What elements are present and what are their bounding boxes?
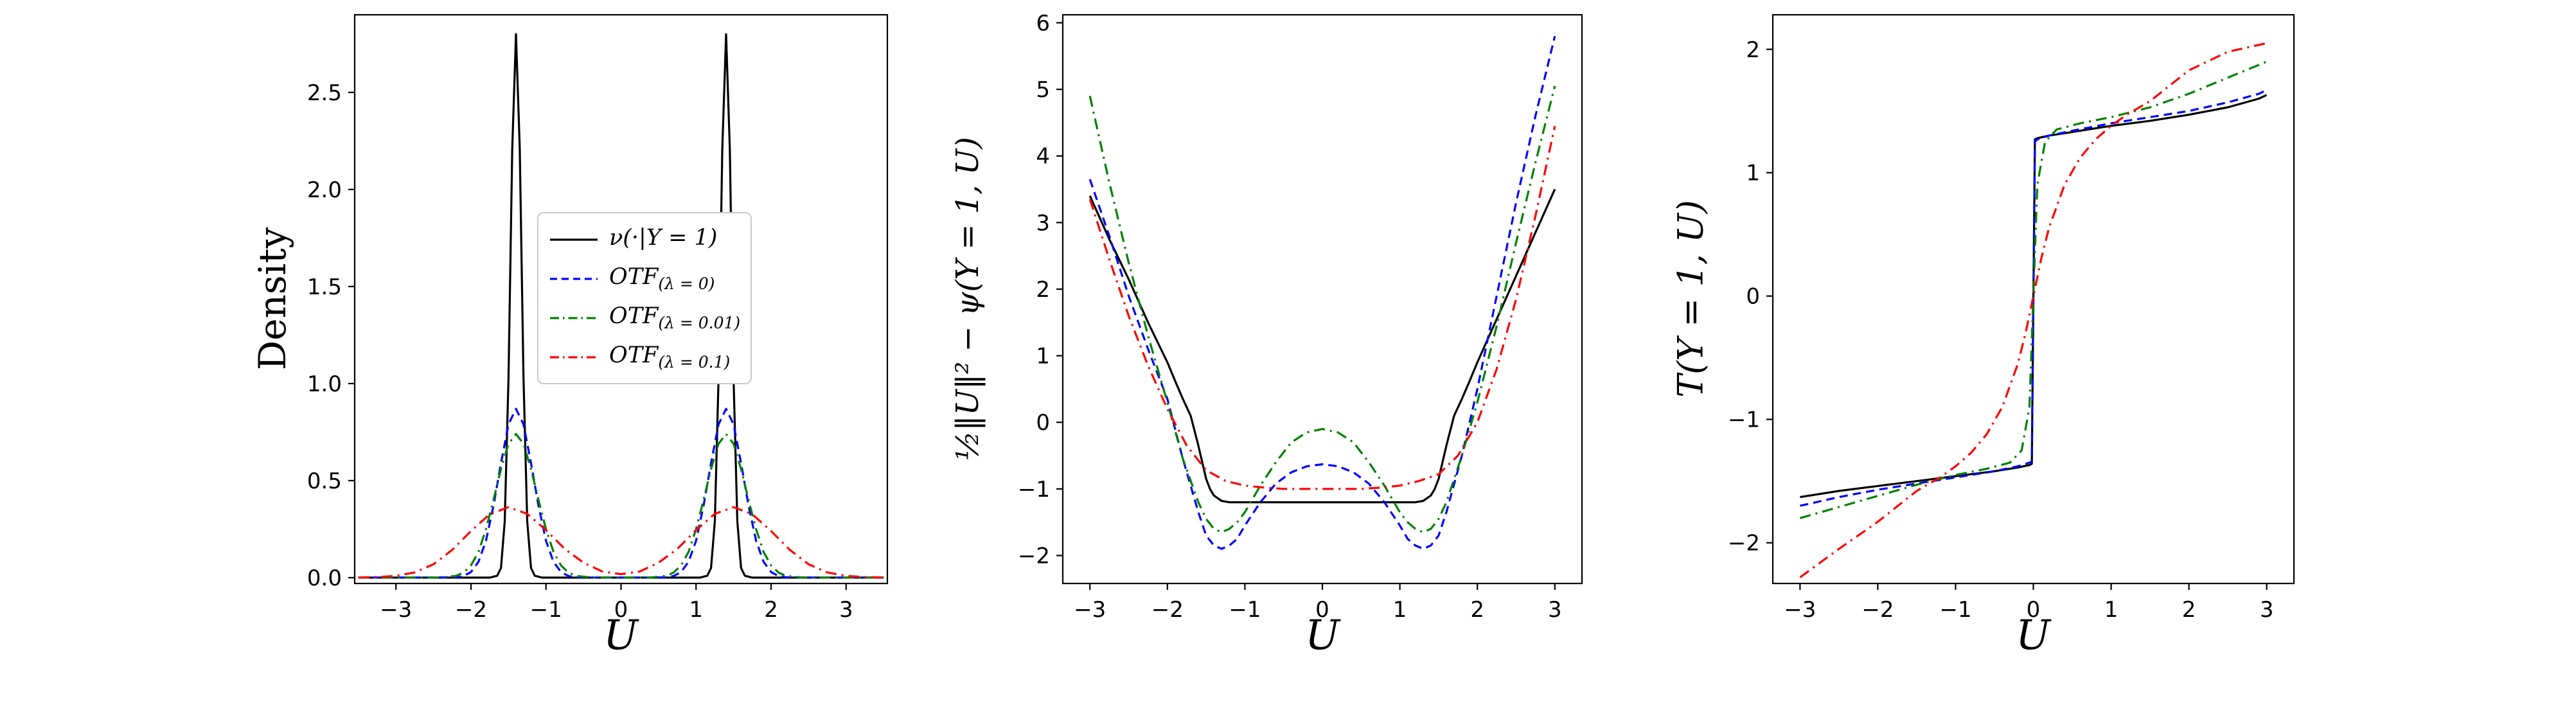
y-tick-label: 1 xyxy=(1746,161,1760,186)
x-tick-label: 1 xyxy=(2104,597,2119,623)
potential-series-group xyxy=(1088,35,1556,550)
density-otf_l001-line xyxy=(358,432,884,579)
ylabel-potential: ½‖U‖² − ψ(Y = 1, U) xyxy=(950,137,986,461)
x-tick-label: 3 xyxy=(1548,597,1562,623)
potential-otf_l001-line xyxy=(1088,85,1556,533)
x-tick-label: 3 xyxy=(2260,597,2274,623)
legend-label: OTF(λ = 0.01) xyxy=(609,303,741,332)
y-tick-label: 2.0 xyxy=(307,177,342,203)
x-tick-label: −2 xyxy=(1861,597,1894,623)
y-tick-label: 0 xyxy=(1036,410,1050,436)
x-tick-label: 1 xyxy=(1393,597,1407,623)
y-tick-label: −2 xyxy=(1018,543,1050,569)
x-tick-label: −3 xyxy=(380,597,412,623)
potential-nu-line xyxy=(1088,188,1556,504)
legend-line-solid-black xyxy=(550,238,598,241)
density-otf_l01-line xyxy=(358,506,884,579)
ylabel-transport: T(Y = 1, U) xyxy=(1670,200,1711,398)
xlabel-transport: U xyxy=(2016,612,2050,659)
ylabel-density: Density xyxy=(251,227,294,371)
legend-entry-otf-01: OTF(λ = 0.1) xyxy=(549,343,740,371)
x-tick-label: −1 xyxy=(1939,597,1971,623)
y-tick-label: 2 xyxy=(1746,37,1760,63)
legend-line-dashed-blue xyxy=(550,277,598,280)
x-tick-label: 0 xyxy=(2027,597,2041,623)
y-tick-label: −1 xyxy=(1018,477,1050,503)
legend-line-dashdot-green xyxy=(550,316,598,319)
x-tick-label: −2 xyxy=(455,597,487,623)
y-tick-label: 6 xyxy=(1036,10,1050,36)
y-tick-label: 3 xyxy=(1036,210,1050,236)
transport-otf_l001-line xyxy=(1799,60,2268,519)
density-otf_l0-line xyxy=(358,407,884,579)
x-tick-label: −1 xyxy=(1229,597,1261,623)
x-tick-label: −3 xyxy=(1784,597,1816,623)
x-tick-label: 2 xyxy=(764,597,778,623)
x-tick-label: −2 xyxy=(1151,597,1184,623)
y-tick-label: 2.5 xyxy=(307,80,342,106)
x-tick-label: 0 xyxy=(1315,597,1329,623)
y-tick-label: −2 xyxy=(1728,531,1760,556)
transport-series-group xyxy=(1799,42,2268,578)
legend-entry-otf-001: OTF(λ = 0.01) xyxy=(549,303,740,332)
y-tick-label: 5 xyxy=(1036,77,1050,103)
transport-nu-line xyxy=(1800,94,2268,499)
x-tick-label: −3 xyxy=(1074,597,1106,623)
transport-panel: −3 −2 −1 0 1 2 3 −2 −1 0 1 2 xyxy=(1728,13,2295,623)
y-tick-label: 2 xyxy=(1036,277,1050,303)
transport-otf_l01-line xyxy=(1799,42,2267,578)
legend-line-dashdot-red xyxy=(550,355,598,359)
legend-label: OTF(λ = 0.1) xyxy=(609,343,731,371)
legend-entry-otf-0: OTF(λ = 0) xyxy=(549,264,740,293)
legend-label: ν(·|Y = 1) xyxy=(609,225,718,251)
xlabel-density: U xyxy=(603,612,638,659)
density-panel: −3 −2 −1 0 1 2 3 0.0 0.5 1.0 1.5 2.0 2.5 xyxy=(307,13,889,623)
x-tick-label: 0 xyxy=(614,597,628,623)
x-tick-label: −1 xyxy=(530,597,562,623)
y-tick-label: 1.5 xyxy=(307,274,342,300)
x-tick-label: 1 xyxy=(689,597,703,623)
potential-axes-box xyxy=(1061,13,1583,585)
xlabel-potential: U xyxy=(1305,612,1340,659)
y-tick-label: 1.0 xyxy=(307,371,342,397)
transport-otf_l0-line xyxy=(1800,89,2268,507)
legend-entry-nu: ν(·|Y = 1) xyxy=(549,225,740,254)
x-tick-label: 3 xyxy=(839,597,853,623)
x-tick-label: 2 xyxy=(2182,597,2196,623)
potential-otf_l01-line xyxy=(1088,125,1556,490)
legend: ν(·|Y = 1) OTF(λ = 0) OTF(λ = 0.01) OTF(… xyxy=(537,212,752,384)
y-tick-label: −1 xyxy=(1728,407,1760,433)
y-tick-label: 4 xyxy=(1036,144,1050,170)
y-tick-label: 0.0 xyxy=(307,565,342,591)
density-series-group xyxy=(358,33,884,579)
y-tick-label: 0.5 xyxy=(307,468,342,494)
potential-otf_l0-line xyxy=(1088,35,1556,550)
y-tick-label: 0 xyxy=(1746,284,1760,310)
legend-label: OTF(λ = 0) xyxy=(609,264,715,293)
potential-panel: −3 −2 −1 0 1 2 3 −2 −1 0 1 2 3 4 5 6 xyxy=(1018,10,1583,623)
x-tick-label: 2 xyxy=(1470,597,1484,623)
y-tick-label: 1 xyxy=(1036,344,1050,369)
